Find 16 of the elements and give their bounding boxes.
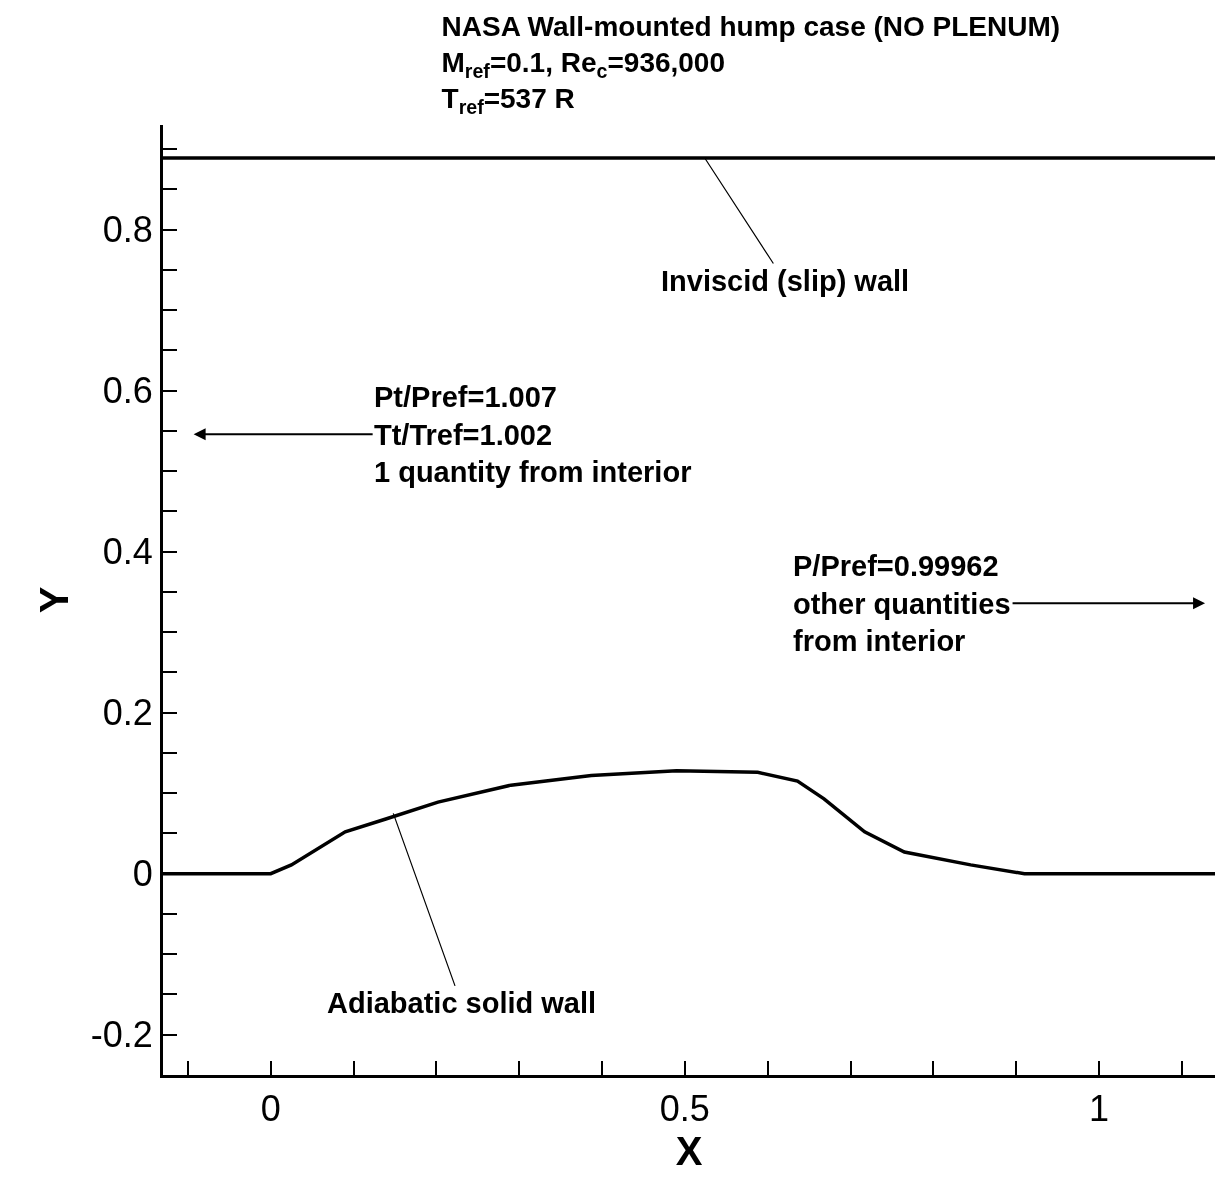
annotation: Pt/Pref=1.007 Tt/Tref=1.002 1 quantity from interior — [374, 381, 692, 489]
x-tick-label: 0 — [260, 1088, 281, 1130]
y-tick-label: -0.2 — [90, 1014, 153, 1056]
y-tick-label: 0.8 — [102, 209, 153, 251]
y-tick-label: 0 — [132, 853, 153, 895]
y-tick-label: 0.4 — [102, 531, 153, 573]
x-tick-label: 0.5 — [659, 1088, 710, 1130]
chart-title: NASA Wall-mounted hump case (NO PLENUM) M$_{ref}$=0.1, Re$_{c}$=936,000 T$_{ref}$=537 R — [441, 10, 1061, 119]
y-tick-label: 0.2 — [102, 692, 153, 734]
annotation: P/Pref=0.99962 other quantities from interior — [793, 550, 1011, 658]
y-axis-title: Y — [32, 586, 77, 614]
annotation: Adiabatic solid wall — [327, 987, 597, 1019]
y-tick-label: 0.6 — [102, 370, 153, 412]
x-tick-label: 1 — [1089, 1088, 1110, 1130]
x-axis-title: X — [675, 1129, 703, 1174]
annotation: Inviscid (slip) wall — [661, 265, 910, 297]
